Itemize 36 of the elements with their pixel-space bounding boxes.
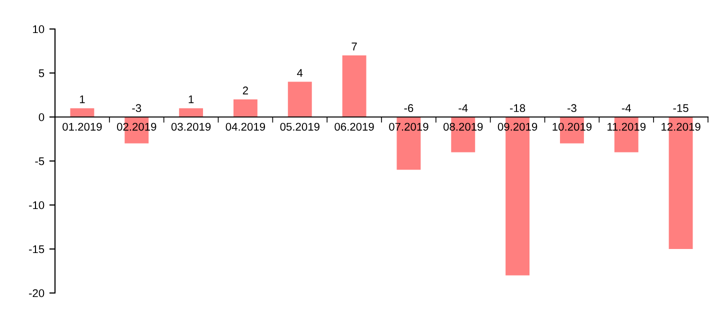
y-tick-label: 5 xyxy=(38,69,44,78)
data-label: 7 xyxy=(352,42,357,50)
data-label: -15 xyxy=(673,104,688,112)
y-tick-label: 0 xyxy=(38,113,44,122)
bar xyxy=(342,55,366,117)
y-tick-label: 10 xyxy=(33,25,44,34)
data-label: -4 xyxy=(622,104,631,112)
y-tick-label: -5 xyxy=(35,157,44,166)
data-label: -4 xyxy=(458,104,468,112)
x-tick-label: 12.2019 xyxy=(662,122,700,131)
bar xyxy=(70,108,94,117)
y-tick-label: -10 xyxy=(29,201,44,210)
x-tick-label: 05.2019 xyxy=(280,122,320,131)
data-label: -6 xyxy=(404,104,414,112)
x-tick-label: 07.2019 xyxy=(389,122,428,131)
y-tick-label: -15 xyxy=(29,245,44,254)
x-tick-label: 10.2019 xyxy=(552,122,592,131)
bar xyxy=(179,108,204,117)
data-label: 2 xyxy=(242,86,248,94)
x-tick-label: 06.2019 xyxy=(334,122,374,131)
bar xyxy=(233,99,258,117)
data-label: -3 xyxy=(132,104,142,112)
x-tick-label: 11.2019 xyxy=(608,122,646,131)
data-label: 1 xyxy=(80,95,85,104)
data-label: 4 xyxy=(297,69,303,77)
data-label: -18 xyxy=(510,104,526,112)
x-tick-label: 03.2019 xyxy=(171,122,211,131)
x-tick-label: 09.2019 xyxy=(498,122,538,131)
data-label: -3 xyxy=(568,104,576,112)
x-tick-label: 08.2019 xyxy=(443,122,483,131)
x-tick-label: 04.2019 xyxy=(226,122,266,131)
y-tick-label: -20 xyxy=(29,289,44,298)
data-label: 1 xyxy=(188,95,194,104)
x-tick-label: 02.2019 xyxy=(116,122,156,131)
x-tick-label: 01.2019 xyxy=(62,122,102,131)
bar xyxy=(288,82,312,117)
